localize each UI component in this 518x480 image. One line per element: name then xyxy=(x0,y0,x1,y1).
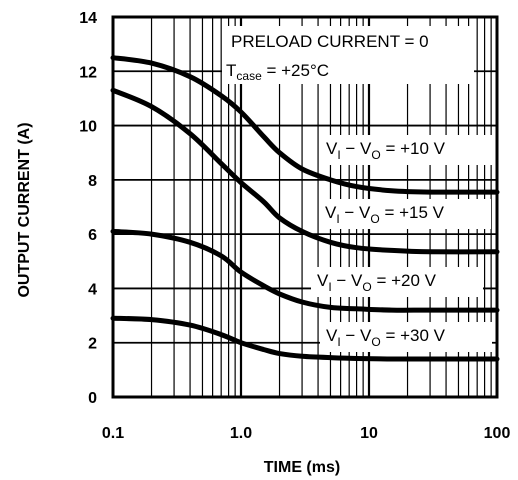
y-tick-label: 10 xyxy=(79,119,97,136)
y-tick-label: 6 xyxy=(88,227,97,244)
series-label-subscript: O xyxy=(371,148,380,162)
series-label-text: V xyxy=(326,139,338,158)
series-label-text: − V xyxy=(341,326,372,345)
series-label-subscript: I xyxy=(336,212,339,226)
series-label-3: VI − VO = +20 V xyxy=(317,271,437,294)
series-label-text: V xyxy=(325,203,337,222)
series-label-text: − V xyxy=(332,271,363,290)
series-label-backdrop xyxy=(319,199,491,229)
series-line-2 xyxy=(110,87,500,255)
preload-annotation: PRELOAD CURRENT = 0 xyxy=(231,32,429,51)
tcase-sub: case xyxy=(236,69,262,83)
series-line-3 xyxy=(110,228,500,313)
y-axis-title: OUTPUT CURRENT (A) xyxy=(16,122,33,297)
series-lines xyxy=(110,55,500,362)
series-label-subscript: I xyxy=(328,280,331,294)
plot-frame xyxy=(111,15,499,399)
y-tick-label: 0 xyxy=(88,390,97,407)
series-label-backdrop xyxy=(320,135,492,165)
annotations: PRELOAD CURRENT = 0 Tcase = +25°C xyxy=(222,26,474,84)
tcase-suffix: = +25°C xyxy=(262,61,329,80)
series-label-2: VI − VO = +15 V xyxy=(325,203,445,226)
series-label-text: − V xyxy=(340,203,371,222)
series-label-text: = +15 V xyxy=(380,203,445,222)
series-label-text: V xyxy=(326,326,338,345)
x-axis-title: TIME (ms) xyxy=(264,459,340,476)
y-tick-label: 4 xyxy=(88,281,97,298)
series-label-backdrop xyxy=(311,267,483,297)
series-label-text: V xyxy=(317,271,329,290)
x-tick-label: 100 xyxy=(484,425,511,442)
series-label-text: = +10 V xyxy=(381,139,446,158)
series-label-subscript: I xyxy=(337,335,340,349)
series-line-4 xyxy=(110,315,500,362)
annotation-backdrop xyxy=(222,26,474,84)
y-tick-label: 12 xyxy=(79,64,97,81)
x-tick-label: 1.0 xyxy=(230,425,252,442)
tick-labels: 0.1 1.0 10 100 0 2 4 6 8 10 12 14 xyxy=(79,10,510,442)
series-label-4: VI − VO = +30 V xyxy=(326,326,446,349)
series-label-text: = +30 V xyxy=(381,326,446,345)
series-line-1 xyxy=(110,55,500,195)
y-tick-label: 8 xyxy=(88,173,97,190)
series-label-text: − V xyxy=(341,139,372,158)
x-tick-label: 10 xyxy=(360,425,378,442)
tcase-annotation: Tcase = +25°C xyxy=(226,61,329,83)
series-label-subscript: O xyxy=(370,212,379,226)
series-label-1: VI − VO = +10 V xyxy=(326,139,446,162)
series-label-subscript: O xyxy=(362,280,371,294)
y-tick-label: 14 xyxy=(79,10,97,27)
series-label-subscript: O xyxy=(371,335,380,349)
series-label-backdrop xyxy=(320,322,492,352)
series-labels: VI − VO = +10 VVI − VO = +15 VVI − VO = … xyxy=(311,135,492,352)
series-label-subscript: I xyxy=(337,148,340,162)
tcase-prefix: T xyxy=(226,61,236,80)
y-tick-label: 2 xyxy=(88,336,97,353)
series-label-text: = +20 V xyxy=(372,271,437,290)
x-tick-label: 0.1 xyxy=(102,425,124,442)
